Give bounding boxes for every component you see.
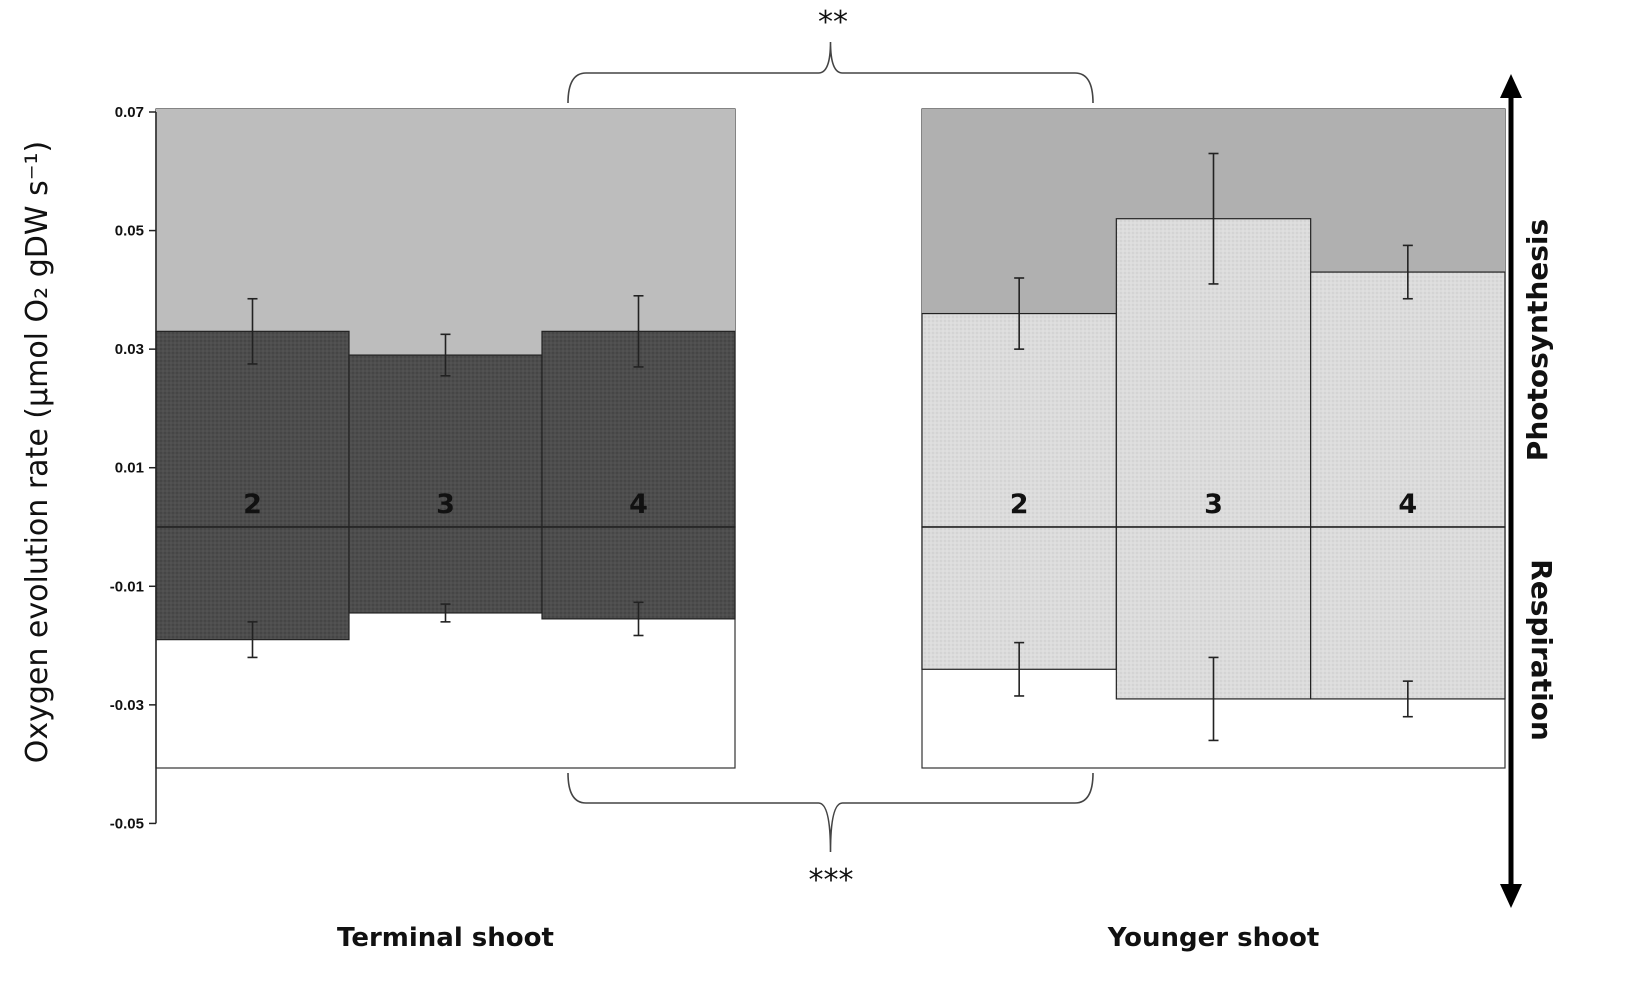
group-label: Terminal shoot <box>337 923 554 953</box>
respiration-significance-label: *** <box>809 863 854 898</box>
respiration-arrow-label: Respiration <box>1525 559 1558 741</box>
y-tick-label: -0.03 <box>110 697 144 714</box>
bars <box>155 218 1506 700</box>
y-tick-label: 0.01 <box>115 460 144 477</box>
bar-label: 3 <box>436 489 455 520</box>
bar-label: 3 <box>1204 489 1223 520</box>
photosynthesis-bar <box>348 354 543 528</box>
labels: 2 3 4 Terminal shoot 2 3 4 Younger shoot Oxygen … <box>20 141 1417 953</box>
group-label: Younger shoot <box>1107 923 1320 953</box>
bar-label: 2 <box>1010 489 1029 520</box>
error-bars <box>247 152 1413 742</box>
photosynthesis-brace <box>567 41 1094 104</box>
respiration-error-bar <box>1208 656 1219 742</box>
bar-label: 4 <box>629 489 648 520</box>
arrow-up-head <box>1500 74 1522 98</box>
respiration-error-bar <box>440 603 451 623</box>
y-tick-label: 0.05 <box>115 223 144 240</box>
respiration-bar <box>348 526 543 614</box>
photosynthesis-error-bar <box>1014 277 1025 350</box>
photosynthesis-error-bar <box>440 333 451 377</box>
bar-label: 2 <box>243 489 262 520</box>
photosynthesis-error-bar <box>1208 152 1219 285</box>
photosynthesis-significance-label: ** <box>818 5 848 40</box>
photosynthesis-arrow-label: Photosynthesis <box>1521 219 1554 461</box>
y-axis: 0.07 0.05 0.03 0.01 -0.01 -0.03 -0.05 <box>110 104 157 832</box>
photosynthesis-error-bar <box>1402 244 1413 300</box>
respiration-error-bar <box>1014 641 1025 697</box>
y-tick-label: -0.05 <box>110 815 144 832</box>
y-tick-label: 0.03 <box>115 341 144 358</box>
y-axis-title: Oxygen evolution rate (µmol O₂ gDW s⁻¹) <box>20 141 55 764</box>
photosynthesis-error-bar <box>247 297 258 365</box>
respiration-error-bar <box>633 601 644 637</box>
arrow-down-head <box>1500 884 1522 908</box>
y-tick-label: 0.07 <box>115 104 144 121</box>
bar-label: 4 <box>1398 489 1417 520</box>
y-tick-label: -0.01 <box>110 578 144 595</box>
photosynthesis-bar <box>1310 271 1506 528</box>
photosynthesis-error-bar <box>633 294 644 368</box>
respiration-error-bar <box>1402 680 1413 718</box>
respiration-error-bar <box>247 621 258 659</box>
respiration-bar <box>1310 526 1506 700</box>
respiration-brace <box>567 772 1094 853</box>
